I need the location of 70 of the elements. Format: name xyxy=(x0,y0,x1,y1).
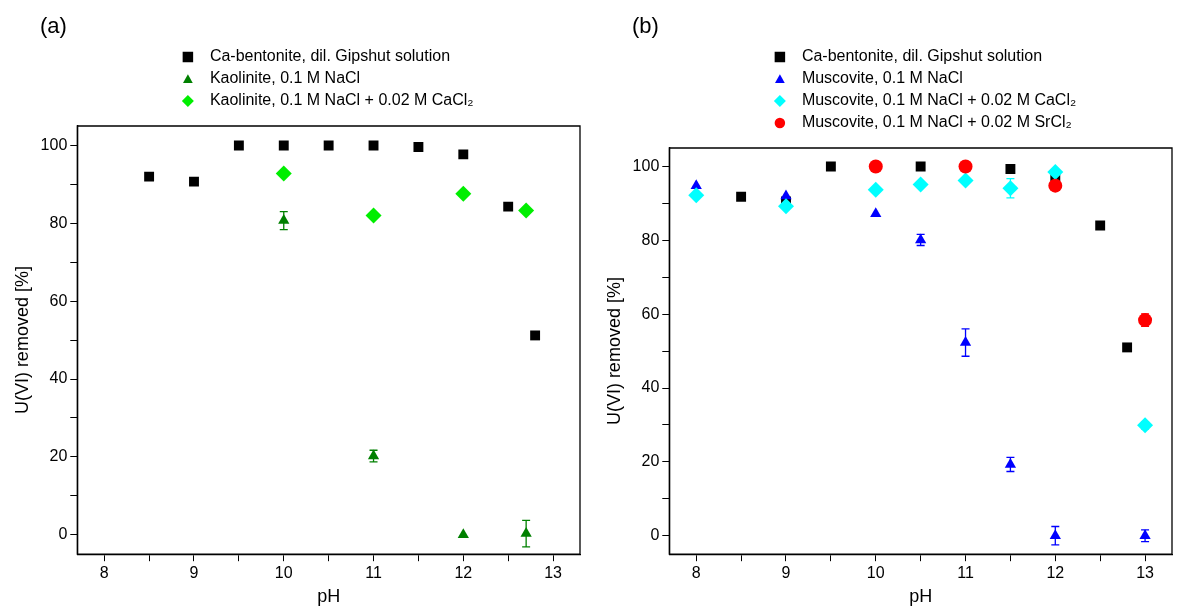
y-tick-label: 60 xyxy=(49,291,68,309)
point xyxy=(1095,220,1106,231)
y-tick-label: 40 xyxy=(641,378,660,396)
x-tick-label: 11 xyxy=(365,564,382,582)
point xyxy=(870,207,882,217)
x-tick-label: 10 xyxy=(274,564,293,582)
y-axis-title: U(VI) removed [%] xyxy=(603,277,624,426)
point xyxy=(530,330,541,341)
point xyxy=(457,528,469,538)
y-tick-label: 20 xyxy=(641,452,660,470)
point xyxy=(144,171,155,182)
legend-label: Kaolinite, 0.1 M NaCl + 0.02 M CaCl₂ xyxy=(209,91,474,109)
legend-label: Ca-bentonite, dil. Gipshut solution xyxy=(209,47,451,65)
y-tick-label: 60 xyxy=(641,304,660,322)
point xyxy=(1048,178,1063,193)
point xyxy=(518,202,535,219)
point xyxy=(912,176,929,193)
x-tick-label: 12 xyxy=(454,564,473,582)
point xyxy=(323,140,334,151)
point xyxy=(1137,417,1154,434)
point xyxy=(778,198,794,215)
point xyxy=(1005,164,1016,174)
point xyxy=(688,187,705,204)
point xyxy=(915,161,926,172)
x-axis-title: pH xyxy=(909,586,933,607)
legend-label: Muscovite, 0.1 M NaCl + 0.02 M SrCl₂ xyxy=(801,113,1072,131)
point xyxy=(189,176,199,187)
point xyxy=(957,172,974,189)
legend-label: Muscovite, 0.1 M NaCl xyxy=(801,69,963,87)
point xyxy=(278,140,289,151)
y-tick-label: 80 xyxy=(49,213,68,231)
y-tick-label: 100 xyxy=(632,156,660,174)
point xyxy=(825,161,836,172)
x-tick-label: 8 xyxy=(691,564,701,582)
point xyxy=(868,159,883,174)
legend-label: Kaolinite, 0.1 M NaCl xyxy=(209,69,361,87)
x-tick-label: 8 xyxy=(99,564,109,582)
x-axis-title: pH xyxy=(317,586,341,607)
point xyxy=(780,189,792,200)
point xyxy=(455,185,472,202)
point xyxy=(736,191,747,202)
x-tick-label: 13 xyxy=(544,564,563,582)
y-tick-label: 80 xyxy=(641,230,660,248)
y-tick-label: 0 xyxy=(650,526,660,544)
point xyxy=(458,149,469,160)
point xyxy=(233,140,244,151)
x-tick-label: 9 xyxy=(189,564,199,582)
x-tick-label: 13 xyxy=(1136,564,1155,582)
x-tick-label: 12 xyxy=(1046,564,1065,582)
point xyxy=(365,207,382,224)
point xyxy=(1122,342,1133,353)
chart-title: (b) xyxy=(632,13,659,39)
point xyxy=(690,179,702,189)
point xyxy=(958,159,973,174)
x-tick-label: 10 xyxy=(866,564,885,582)
y-axis-title: U(VI) removed [%] xyxy=(11,266,32,415)
point xyxy=(867,181,884,198)
x-tick-label: 9 xyxy=(781,564,791,582)
legend-label: Muscovite, 0.1 M NaCl + 0.02 M CaCl₂ xyxy=(801,91,1077,109)
point xyxy=(503,201,514,212)
x-tick-label: 11 xyxy=(957,564,974,582)
point xyxy=(413,142,424,152)
y-tick-label: 20 xyxy=(49,447,68,465)
y-tick-label: 0 xyxy=(58,525,68,543)
y-tick-label: 100 xyxy=(40,135,68,153)
y-tick-label: 40 xyxy=(49,369,68,387)
chart-title: (a) xyxy=(40,13,67,39)
point xyxy=(1047,164,1064,180)
point xyxy=(275,165,292,182)
legend-label: Ca-bentonite, dil. Gipshut solution xyxy=(801,47,1043,65)
